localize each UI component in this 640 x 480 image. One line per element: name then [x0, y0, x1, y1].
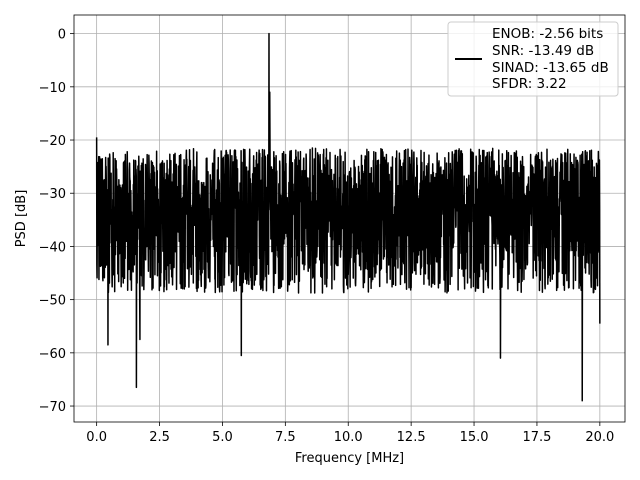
y-tick-label: −70 — [39, 400, 66, 415]
x-axis-label: Frequency [MHz] — [295, 451, 404, 466]
x-tick-label: 10.0 — [334, 430, 363, 445]
series-line-group — [95, 32, 601, 402]
legend-entry-sinad: SINAD: -13.65 dB — [492, 60, 609, 76]
legend-entry-enob: ENOB: -2.56 bits — [492, 26, 603, 42]
x-tick-label: 7.5 — [275, 430, 296, 445]
x-tick-label: 17.5 — [522, 430, 551, 445]
x-tick-label: 5.0 — [212, 430, 233, 445]
x-tick-label: 15.0 — [460, 430, 489, 445]
y-tick-label: −30 — [39, 187, 66, 202]
plot-frame — [73, 14, 626, 423]
legend: ENOB: -2.56 bits SNR: -13.49 dB SINAD: -… — [447, 21, 619, 97]
x-ticks: 0.0 2.5 5.0 7.5 10.0 12.5 15.0 17.5 20.0 — [86, 422, 614, 445]
y-tick-label: −20 — [39, 134, 66, 149]
y-tick-label: 0 — [58, 28, 66, 43]
legend-entry-snr: SNR: -13.49 dB — [492, 43, 594, 59]
x-tick-label: 20.0 — [585, 430, 614, 445]
x-tick-label: 0.0 — [86, 430, 107, 445]
y-axis-label: PSD [dB] — [14, 190, 29, 248]
legend-box — [447, 21, 619, 97]
y-tick-label: −50 — [39, 294, 66, 309]
y-ticks: 0 −10 −20 −30 −40 −50 −60 −70 — [39, 28, 74, 415]
y-tick-label: −40 — [39, 240, 66, 255]
psd-series-line — [95, 32, 601, 402]
legend-entry-sfdr: SFDR: 3.22 — [492, 76, 567, 92]
x-tick-label: 2.5 — [149, 430, 170, 445]
y-tick-label: −10 — [39, 81, 66, 96]
y-tick-label: −60 — [39, 347, 66, 362]
x-tick-label: 12.5 — [397, 430, 426, 445]
